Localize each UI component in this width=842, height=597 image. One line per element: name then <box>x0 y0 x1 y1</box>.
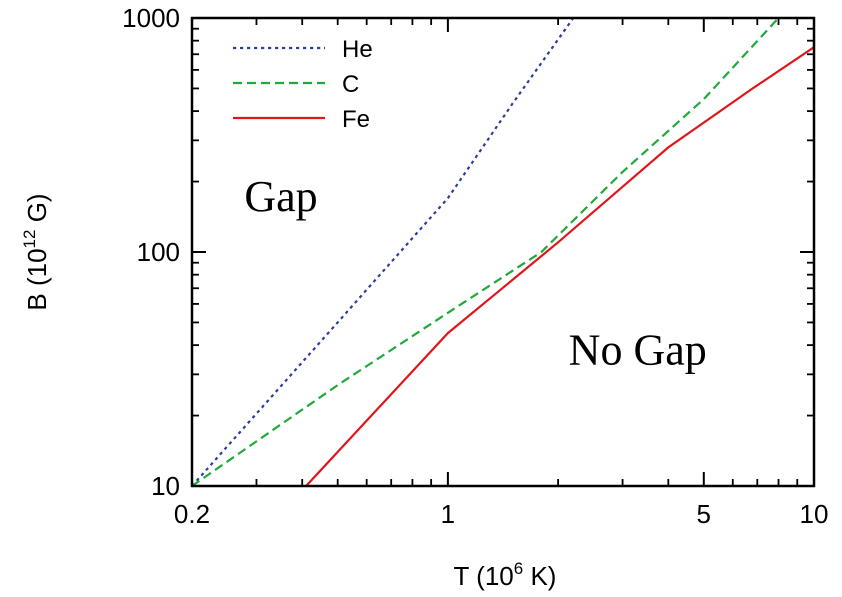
no-gap-region-label: No Gap <box>569 326 707 375</box>
x-tick-label: 5 <box>697 499 711 529</box>
legend-label-he: He <box>342 36 373 63</box>
legend-label-c: C <box>342 71 359 98</box>
series-line-c <box>192 18 780 486</box>
legend-label-fe: Fe <box>342 106 370 133</box>
y-axis-title-exponent: 12 <box>20 230 39 249</box>
x-tick-label: 1 <box>441 499 455 529</box>
x-axis-title: T (106 K) <box>454 559 557 591</box>
y-tick-label: 1000 <box>122 3 180 33</box>
y-tick-label: 10 <box>151 471 180 501</box>
y-tick-label: 100 <box>137 237 180 267</box>
legend: He C Fe <box>233 36 373 133</box>
plot-frame <box>190 16 816 488</box>
y-axis-title: B (1012 G) <box>20 193 52 310</box>
series-line-fe <box>305 46 814 486</box>
x-tick-label: 10 <box>800 499 829 529</box>
x-axis-title-exponent: 6 <box>514 559 523 578</box>
x-tick-label: 0.2 <box>174 499 210 529</box>
series-line-he <box>192 18 575 486</box>
gap-region-label: Gap <box>244 172 317 221</box>
